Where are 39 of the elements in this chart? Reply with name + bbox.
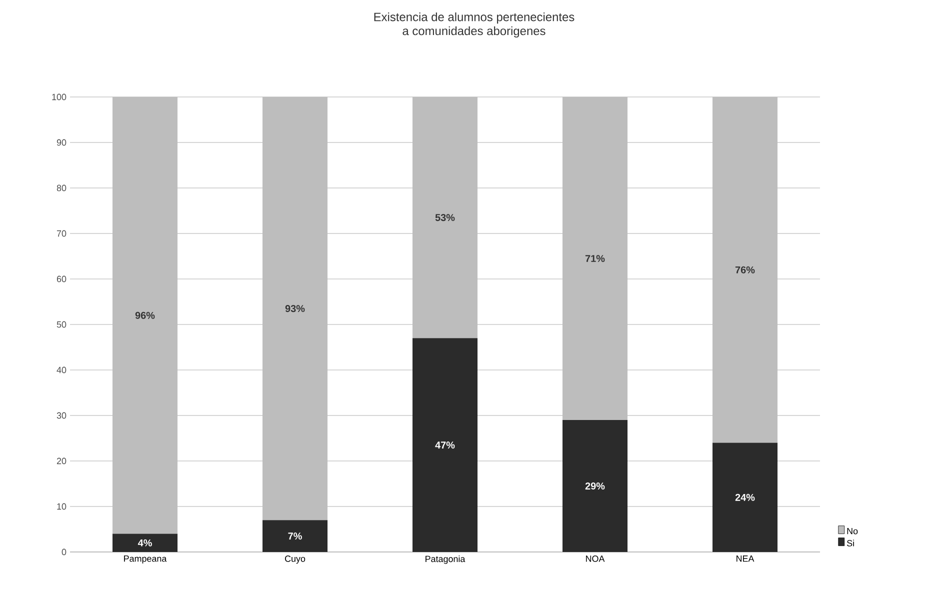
data-label: 96%: [135, 312, 155, 319]
y-tick-label: 40: [56, 366, 66, 374]
x-tick-label: Pampeana: [124, 556, 167, 564]
y-tick-label: 70: [56, 230, 66, 237]
y-tick-label: 30: [56, 412, 66, 419]
bar: [562, 420, 628, 552]
y-tick-label: 80: [56, 184, 66, 192]
y-tick-label: 60: [56, 276, 66, 282]
bar: [712, 96, 778, 443]
data-label: 71%: [585, 255, 605, 262]
bar: [712, 442, 778, 552]
chart-title: Existencia de alumnos pertenecientes a comunidades aborigenes: [374, 12, 574, 38]
bar: [412, 96, 478, 338]
bar: [112, 96, 178, 534]
legend-label: Si: [846, 540, 854, 546]
y-tick-label: 0: [62, 548, 66, 556]
bar: [562, 96, 628, 420]
x-tick-label: NOA: [586, 556, 605, 562]
x-tick-label: NEA: [736, 556, 754, 562]
data-label: 53%: [435, 214, 455, 222]
bar: [262, 520, 328, 552]
bar: [262, 96, 328, 520]
bar: [112, 534, 178, 552]
legend-label: No: [847, 528, 858, 534]
y-tick-label: 10: [57, 503, 66, 510]
y-tick-label: 90: [56, 139, 66, 146]
data-label: 24%: [735, 494, 755, 501]
data-label: 29%: [585, 482, 605, 490]
x-tick-label: Cuyo: [284, 556, 306, 564]
y-tick-label: 100: [52, 94, 66, 100]
data-label: 47%: [435, 442, 455, 449]
data-label: 7%: [288, 532, 302, 540]
data-label: 93%: [285, 305, 305, 312]
x-tick-label: Patagonia: [426, 556, 466, 564]
y-tick-label: 20: [56, 458, 66, 464]
data-label: 76%: [735, 266, 755, 274]
bar: [412, 338, 478, 552]
data-label: 4%: [138, 539, 152, 546]
y-tick-label: 50: [56, 321, 66, 328]
